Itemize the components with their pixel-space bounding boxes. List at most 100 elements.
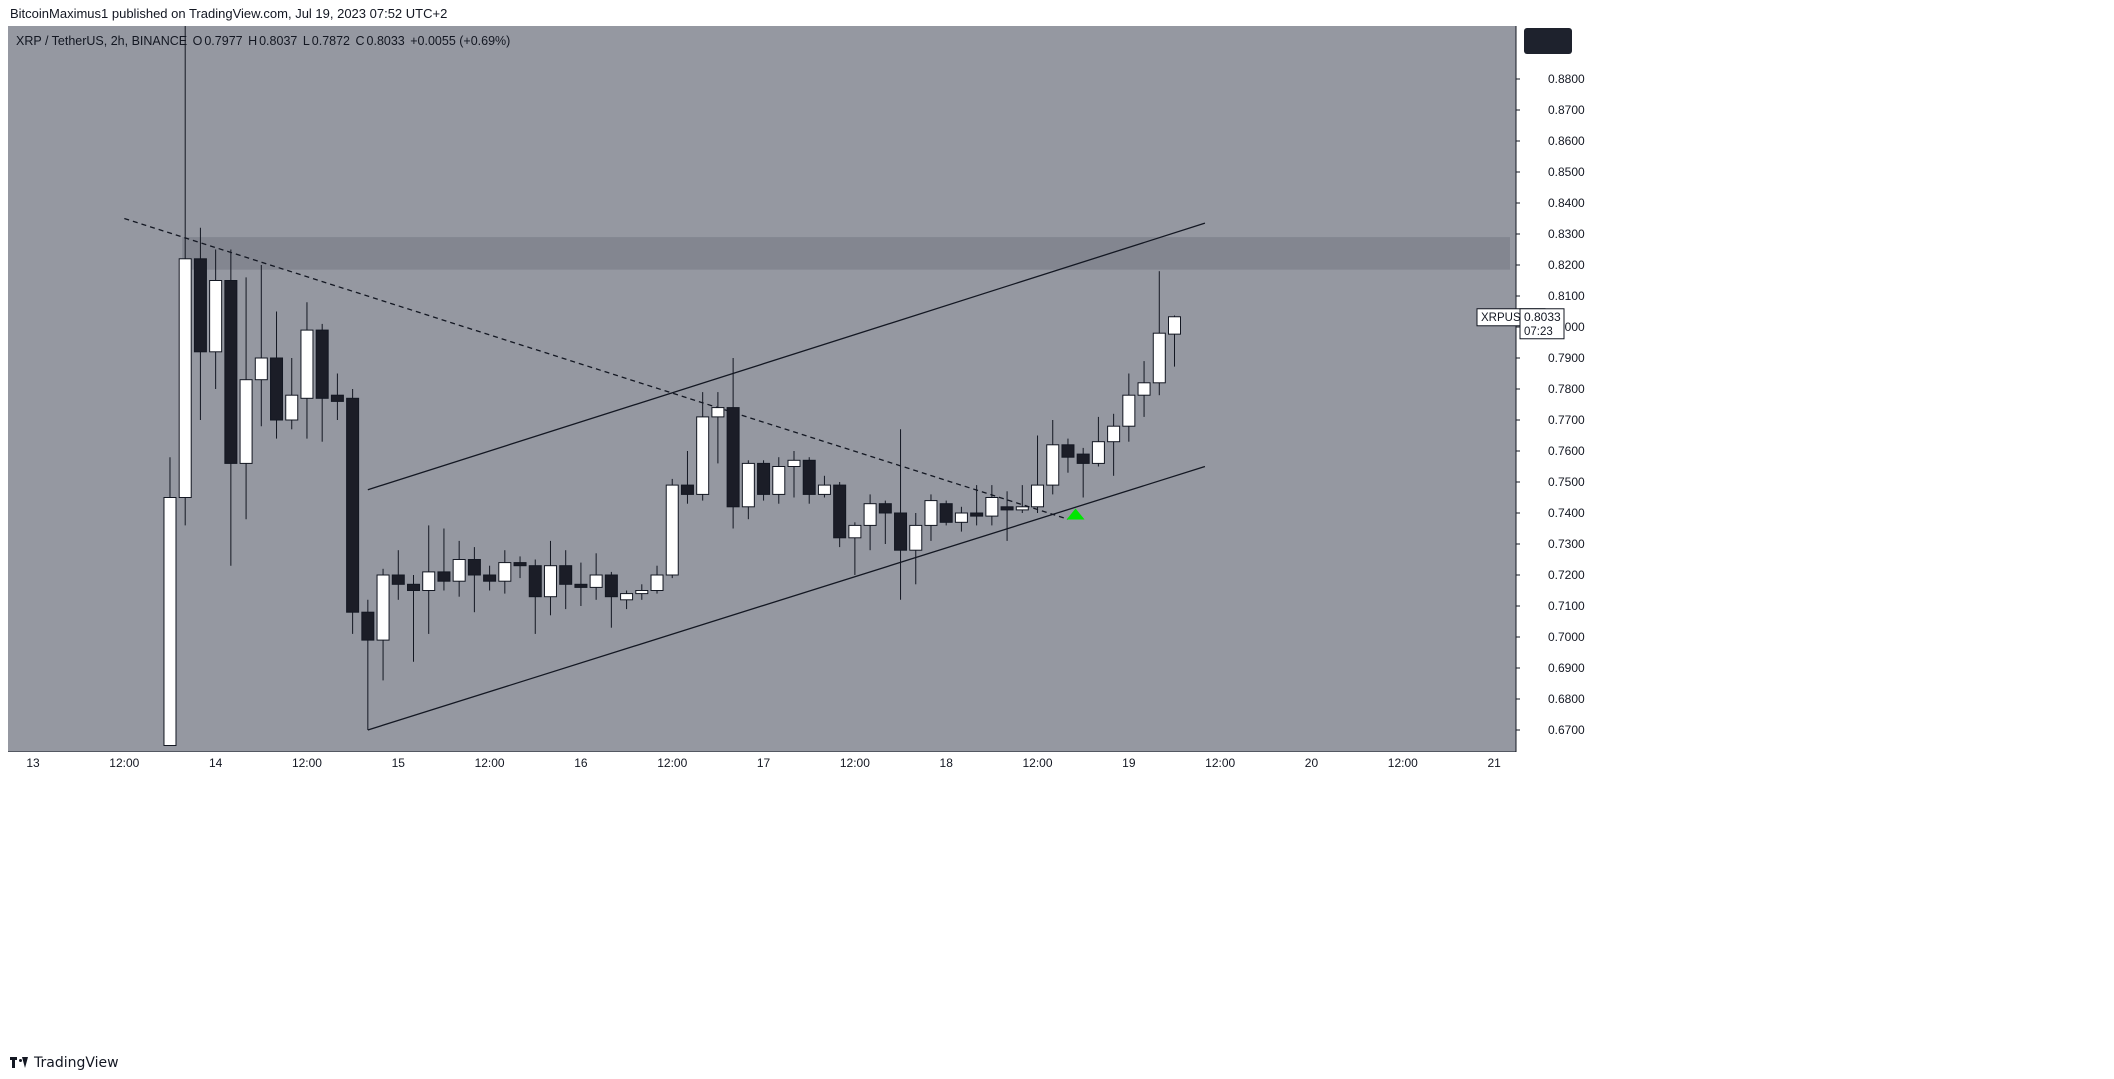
bull-candle-body [848, 524, 862, 539]
bull-candle-body [909, 524, 923, 551]
candle-10 [315, 323, 329, 442]
price-tick-label: 0.7200 [1548, 568, 1585, 582]
low-value: 0.7872 [311, 34, 351, 48]
price-tick-label: 0.8600 [1548, 134, 1585, 148]
candles-layer [163, 26, 1181, 746]
candle-25 [543, 540, 557, 616]
candle-43 [817, 475, 831, 498]
bear-candle-body [528, 565, 542, 598]
bull-candle-body [863, 503, 877, 526]
price-tag-box [1519, 308, 1565, 340]
candle-65 [1152, 271, 1166, 396]
candle-9 [300, 302, 314, 439]
price-axis-bg [1516, 26, 2045, 752]
candle-16 [407, 575, 420, 662]
bear-candle-body [315, 329, 329, 399]
bull-candle-body [924, 500, 938, 526]
candle-44 [833, 482, 847, 548]
plot-pane [8, 26, 1516, 752]
time-tick-label: 18 [940, 756, 954, 770]
bull-candle-body [1152, 332, 1166, 384]
candle-32 [650, 565, 664, 594]
high-label: H [248, 34, 258, 48]
candle-62 [1107, 413, 1121, 476]
candle-41 [787, 451, 801, 498]
bull-candle-body [239, 379, 253, 464]
descending-resistance-line [124, 217, 1069, 520]
price-tick-label: 0.8500 [1548, 165, 1585, 179]
bear-candle-body [1076, 453, 1090, 464]
bear-candle-body [970, 512, 984, 517]
bull-candle-body [1031, 484, 1045, 508]
chart-area[interactable]: 0.6700 0.6800 0.6900 0.7000 0.7100 0.7200 0.73… [0, 26, 2114, 1048]
price-tick-label: 0.8300 [1548, 227, 1585, 241]
candle-50 [924, 494, 938, 541]
candle-53 [970, 485, 984, 526]
candle-27 [574, 562, 588, 606]
bear-candle-body [878, 503, 892, 514]
bull-candle-body [620, 593, 634, 601]
candle-4 [224, 249, 238, 566]
ascending-support-line [367, 465, 1206, 731]
bull-candle-body [741, 462, 755, 508]
close-label: C [355, 34, 365, 48]
candle-63 [1122, 373, 1136, 442]
time-tick-label: 12:00 [657, 756, 687, 770]
open-label: O [192, 34, 203, 48]
time-axis: 13 12:00 14 12:00 15 12:00 16 12:00 17 12:00 18 12:… [26, 756, 1501, 770]
bear-candle-body [391, 574, 405, 585]
bear-candle-body [894, 512, 908, 551]
candle-52 [954, 506, 968, 532]
symbol-line: XRP / TetherUS, 2h, BINANCE [16, 34, 188, 48]
candle-46 [863, 494, 877, 551]
candle-20 [467, 547, 481, 613]
candlestick-chart[interactable]: 0.6700 0.6800 0.6900 0.7000 0.7100 0.7200 0.73… [0, 26, 2114, 1048]
bear-candle-body [574, 583, 588, 588]
bull-candle-body [254, 357, 268, 381]
bull-candle-body [376, 574, 390, 641]
candle-17 [422, 525, 436, 634]
candle-12 [346, 389, 360, 634]
candle-3 [209, 249, 223, 389]
bear-candle-body [757, 462, 771, 495]
candle-24 [528, 559, 542, 634]
bull-candle-body [665, 484, 679, 576]
candle-57 [1031, 435, 1045, 513]
bull-candle-body [817, 484, 831, 495]
resistance-zone [182, 237, 1511, 270]
change-value: +0.0055 (+0.69%) [410, 34, 511, 48]
bear-candle-body [193, 258, 207, 353]
candle-35 [696, 392, 710, 501]
candle-2 [193, 227, 207, 420]
candle-13 [361, 599, 375, 730]
candle-58 [1046, 420, 1060, 495]
candle-14 [376, 568, 390, 681]
time-tick-label: 12:00 [292, 756, 322, 770]
time-tick-label: 12:00 [1205, 756, 1235, 770]
time-tick-label: 13 [26, 756, 40, 770]
candle-42 [802, 457, 816, 504]
open-value: 0.7977 [204, 34, 243, 48]
price-tick-label: 0.7100 [1548, 599, 1585, 613]
candle-33 [665, 478, 679, 579]
candle-38 [741, 460, 755, 520]
bear-candle-body [361, 611, 375, 641]
bull-candle-body [1091, 441, 1105, 464]
bull-candle-body [422, 571, 436, 592]
bull-candle-body [635, 590, 649, 595]
time-tick-label: 12:00 [840, 756, 870, 770]
bull-candle-body [285, 394, 299, 421]
candle-11 [330, 373, 344, 420]
candle-60 [1076, 447, 1090, 498]
time-tick-label: 21 [1487, 756, 1501, 770]
price-tick-label: 0.7300 [1548, 537, 1585, 551]
chart-settings-button [1524, 28, 1572, 54]
bull-candle-body [1107, 425, 1121, 443]
price-tick-label: 0.8700 [1548, 103, 1585, 117]
time-tick-label: 12:00 [1388, 756, 1418, 770]
bear-candle-body [680, 484, 694, 495]
bear-candle-body [939, 503, 953, 523]
candle-28 [589, 553, 603, 600]
candle-23 [513, 556, 527, 579]
candle-66 [1168, 315, 1181, 367]
